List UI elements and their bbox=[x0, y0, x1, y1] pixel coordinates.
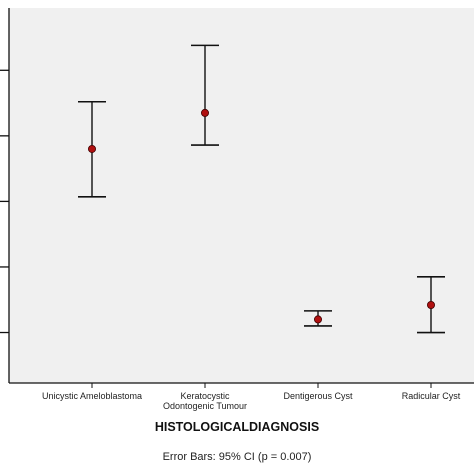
x-axis-title: HISTOLOGICALDIAGNOSIS bbox=[154, 420, 320, 434]
mean-point bbox=[200, 108, 209, 117]
x-tick-label: Keratocystic Odontogenic Tumour bbox=[163, 391, 247, 411]
mean-point bbox=[88, 144, 97, 153]
x-tick-label: Dentigerous Cyst bbox=[283, 391, 353, 401]
mean-point bbox=[313, 315, 322, 324]
error-bar-footnote: Error Bars: 95% CI (p = 0.007) bbox=[162, 451, 312, 463]
mean-point bbox=[426, 300, 435, 309]
plot-area bbox=[9, 8, 474, 383]
x-tick-label: Radicular Cyst bbox=[402, 391, 461, 401]
x-tick-label: Unicystic Ameloblastoma bbox=[42, 391, 142, 401]
